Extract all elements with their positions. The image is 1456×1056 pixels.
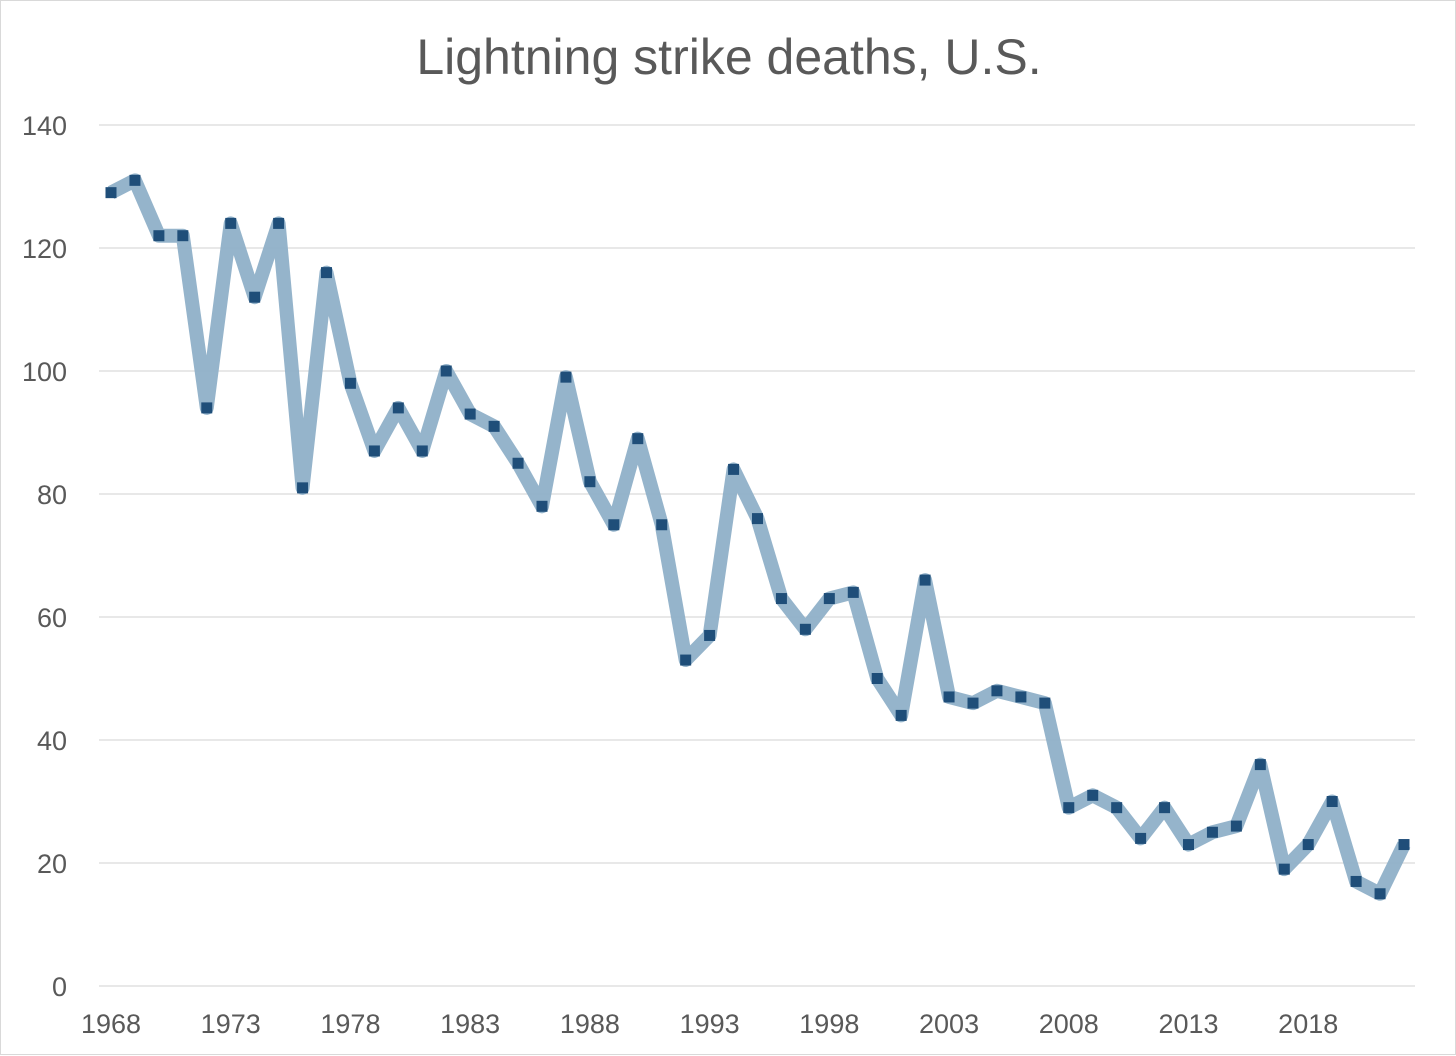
data-point-2016 bbox=[1254, 759, 1266, 771]
data-point-2022 bbox=[1398, 839, 1410, 851]
x-axis: 1968 1973 1978 1983 1988 1993 1998 2003 2008 2013… bbox=[81, 1009, 1338, 1039]
data-point-2001 bbox=[895, 709, 907, 721]
series-lightning-deaths bbox=[107, 173, 1411, 901]
data-point-1983 bbox=[464, 408, 476, 420]
x-tick-label: 1993 bbox=[680, 1009, 740, 1039]
data-point-1988 bbox=[584, 476, 596, 488]
data-point-1986 bbox=[536, 500, 548, 512]
data-point-2021 bbox=[1374, 888, 1386, 900]
y-tick-label: 0 bbox=[52, 972, 67, 1002]
data-point-2017 bbox=[1278, 863, 1290, 875]
data-point-2013 bbox=[1183, 839, 1194, 851]
data-point-2010 bbox=[1111, 802, 1123, 814]
data-markers bbox=[105, 174, 1410, 900]
data-point-1976 bbox=[297, 482, 309, 494]
data-point-1970 bbox=[153, 230, 165, 242]
gridlines bbox=[99, 124, 1415, 987]
data-point-2000 bbox=[871, 673, 883, 684]
y-tick-label: 120 bbox=[22, 234, 67, 264]
data-point-1981 bbox=[416, 445, 428, 457]
data-point-1984 bbox=[488, 420, 500, 432]
data-point-2005 bbox=[991, 685, 1003, 697]
data-point-1998 bbox=[823, 593, 835, 605]
x-tick-label: 2018 bbox=[1278, 1009, 1338, 1039]
data-point-2009 bbox=[1087, 789, 1099, 801]
data-point-2003 bbox=[943, 691, 955, 703]
y-axis: 0 20 40 60 80 100 120 140 bbox=[22, 111, 67, 1002]
x-tick-label: 2008 bbox=[1039, 1009, 1099, 1039]
data-point-1980 bbox=[392, 402, 404, 414]
data-point-1978 bbox=[344, 377, 356, 389]
y-tick-label: 60 bbox=[37, 603, 67, 633]
data-point-2020 bbox=[1350, 875, 1362, 887]
data-point-1997 bbox=[799, 623, 811, 635]
data-point-1977 bbox=[321, 267, 332, 279]
data-point-2015 bbox=[1230, 820, 1242, 832]
data-point-1987 bbox=[560, 371, 572, 383]
data-point-1972 bbox=[201, 402, 213, 414]
data-point-2012 bbox=[1159, 802, 1171, 814]
x-tick-label: 2013 bbox=[1158, 1009, 1218, 1039]
data-point-1990 bbox=[632, 433, 644, 445]
data-point-2007 bbox=[1039, 697, 1051, 709]
x-tick-label: 1973 bbox=[201, 1009, 261, 1039]
chart-title: Lightning strike deaths, U.S. bbox=[416, 29, 1041, 85]
x-tick-label: 1998 bbox=[799, 1009, 859, 1039]
data-point-1975 bbox=[273, 217, 285, 229]
x-tick-label: 2003 bbox=[919, 1009, 979, 1039]
data-point-2019 bbox=[1326, 796, 1338, 807]
data-point-1995 bbox=[752, 513, 763, 525]
data-point-1994 bbox=[728, 463, 740, 475]
data-point-2008 bbox=[1063, 802, 1075, 814]
data-point-2018 bbox=[1302, 839, 1314, 851]
data-point-1999 bbox=[847, 586, 859, 598]
data-point-1982 bbox=[440, 365, 452, 377]
data-point-1989 bbox=[608, 519, 620, 531]
data-point-1993 bbox=[704, 629, 716, 641]
data-point-1971 bbox=[177, 230, 189, 242]
data-point-1985 bbox=[512, 457, 524, 469]
data-point-2002 bbox=[919, 574, 931, 586]
x-tick-label: 1978 bbox=[320, 1009, 380, 1039]
data-point-2014 bbox=[1206, 826, 1218, 838]
data-point-2011 bbox=[1135, 832, 1147, 844]
y-tick-label: 100 bbox=[22, 357, 67, 387]
data-point-1968 bbox=[105, 187, 117, 199]
data-point-2006 bbox=[1015, 691, 1027, 703]
y-tick-label: 20 bbox=[37, 849, 67, 879]
x-tick-label: 1968 bbox=[81, 1009, 141, 1039]
series-line bbox=[107, 173, 1411, 901]
data-point-1992 bbox=[680, 654, 692, 666]
data-point-1969 bbox=[129, 174, 141, 186]
y-tick-label: 40 bbox=[37, 726, 67, 756]
data-point-1996 bbox=[775, 593, 787, 605]
data-point-1974 bbox=[249, 291, 261, 303]
y-tick-label: 140 bbox=[22, 111, 67, 141]
data-point-1973 bbox=[225, 217, 237, 229]
x-tick-label: 1988 bbox=[560, 1009, 620, 1039]
y-tick-label: 80 bbox=[37, 480, 67, 510]
data-point-1979 bbox=[368, 445, 380, 457]
data-point-2004 bbox=[967, 697, 979, 709]
data-point-1991 bbox=[656, 519, 668, 531]
x-tick-label: 1983 bbox=[440, 1009, 500, 1039]
